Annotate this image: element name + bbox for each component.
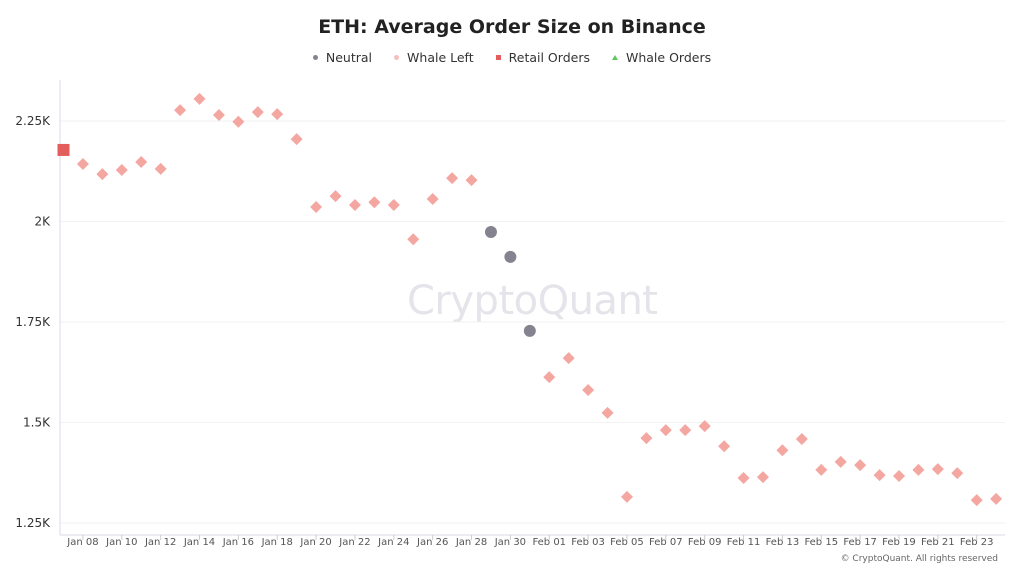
legend: Neutral Whale Left Retail Orders Whale O… xyxy=(0,50,1024,65)
data-point-neutral xyxy=(484,225,497,238)
data-point-whale-left xyxy=(212,108,225,121)
x-tick-label: Jan 28 xyxy=(455,537,487,548)
data-point-whale-left xyxy=(951,467,964,480)
data-point-whale-left xyxy=(407,233,420,246)
data-point-whale-left xyxy=(76,158,89,171)
x-tick-label: Feb 17 xyxy=(843,537,877,548)
data-point-whale-left xyxy=(426,192,439,205)
data-point-whale-left xyxy=(232,115,245,128)
y-tick-label: 1.5K xyxy=(23,416,51,430)
x-tick-label: Feb 19 xyxy=(882,537,916,548)
data-point-whale-left xyxy=(990,492,1003,505)
x-tick-label: Jan 08 xyxy=(66,537,98,548)
data-point-whale-left xyxy=(115,164,128,177)
data-point-whale-left xyxy=(795,432,808,445)
x-tick-label: Feb 09 xyxy=(688,537,722,548)
data-point-whale-left xyxy=(640,432,653,445)
data-point-whale-left xyxy=(620,490,633,503)
data-point-whale-left xyxy=(154,162,167,175)
data-point-whale-left xyxy=(348,199,361,212)
data-point-whale-left xyxy=(465,174,478,187)
data-point-whale-left xyxy=(387,199,400,212)
data-point-whale-left xyxy=(329,190,342,203)
y-tick-label: 2K xyxy=(34,215,51,229)
x-tick-label: Feb 11 xyxy=(727,537,761,548)
data-point-whale-left xyxy=(815,463,828,476)
data-point-whale-left xyxy=(290,133,303,146)
legend-label: Retail Orders xyxy=(508,50,590,65)
x-tick-label: Jan 10 xyxy=(105,537,137,548)
data-point-whale-left xyxy=(718,440,731,453)
data-point-whale-left xyxy=(970,494,983,507)
data-point-whale-left xyxy=(892,469,905,482)
x-tick-label: Jan 14 xyxy=(183,537,215,548)
x-tick-label: Jan 16 xyxy=(222,537,254,548)
data-point-whale-left xyxy=(659,424,672,437)
data-point-whale-left xyxy=(543,371,556,384)
data-point-whale-left xyxy=(931,463,944,476)
data-point-whale-left xyxy=(251,106,264,119)
legend-item-whale-left[interactable]: Whale Left xyxy=(394,50,474,65)
legend-item-whale-orders[interactable]: Whale Orders xyxy=(611,50,712,65)
data-point-whale-left xyxy=(271,108,284,121)
x-tick-label: Jan 20 xyxy=(299,537,331,548)
legend-item-retail-orders[interactable]: Retail Orders xyxy=(495,50,590,65)
copyright-credit: © CryptoQuant. All rights reserved xyxy=(840,554,998,564)
x-tick-label: Feb 03 xyxy=(571,537,605,548)
legend-label: Whale Left xyxy=(407,50,474,65)
y-tick-label: 1.75K xyxy=(15,315,51,329)
watermark: CryptoQuant xyxy=(407,278,658,324)
data-point-whale-left xyxy=(756,471,769,484)
x-tick-label: Feb 21 xyxy=(921,537,955,548)
x-tick-label: Feb 15 xyxy=(804,537,838,548)
data-point-whale-left xyxy=(776,444,789,457)
legend-label: Neutral xyxy=(325,50,373,65)
data-point-whale-left xyxy=(679,424,692,437)
x-tick-label: Feb 01 xyxy=(532,537,566,548)
x-tick-label: Feb 13 xyxy=(766,537,800,548)
chart-title: ETH: Average Order Size on Binance xyxy=(318,16,706,38)
data-point-neutral xyxy=(523,324,536,337)
x-tick-label: Jan 26 xyxy=(416,537,448,548)
x-tick-label: Jan 22 xyxy=(338,537,370,548)
x-tick-label: Feb 05 xyxy=(610,537,644,548)
data-point-whale-left xyxy=(446,172,459,185)
data-point-whale-left xyxy=(873,469,886,482)
y-tick-label: 1.25K xyxy=(15,516,51,530)
data-point-whale-left xyxy=(698,420,711,433)
data-point-whale-left xyxy=(912,463,925,476)
x-tick-label: Feb 07 xyxy=(649,537,683,548)
data-point-whale-left xyxy=(96,168,109,181)
data-point-whale-left xyxy=(834,455,847,468)
legend-item-neutral[interactable]: Neutral xyxy=(312,50,373,65)
legend-label: Whale Orders xyxy=(625,50,712,65)
circle-marker-icon xyxy=(312,55,318,60)
data-point-whale-left xyxy=(310,201,323,214)
data-point-whale-left xyxy=(174,104,187,117)
data-point-whale-left xyxy=(562,352,575,365)
data-point-whale-left xyxy=(601,406,614,419)
x-tick-label: Feb 23 xyxy=(960,537,994,548)
data-point-retail-orders xyxy=(57,143,70,156)
data-point-whale-left xyxy=(368,196,381,209)
y-tick-label: 2.25K xyxy=(15,114,51,128)
data-point-whale-left xyxy=(135,156,148,169)
x-tick-label: Jan 18 xyxy=(261,537,293,548)
x-tick-label: Jan 30 xyxy=(494,537,526,548)
data-point-whale-left xyxy=(582,383,595,396)
triangle-marker-icon xyxy=(611,55,618,60)
diamond-marker-icon xyxy=(394,55,400,60)
data-point-whale-left xyxy=(854,459,867,472)
data-point-whale-left xyxy=(193,92,206,105)
data-point-whale-left xyxy=(737,471,750,484)
x-tick-label: Jan 24 xyxy=(377,537,409,548)
x-tick-label: Jan 12 xyxy=(144,537,176,548)
data-point-neutral xyxy=(504,250,517,263)
square-marker-icon xyxy=(495,55,501,60)
